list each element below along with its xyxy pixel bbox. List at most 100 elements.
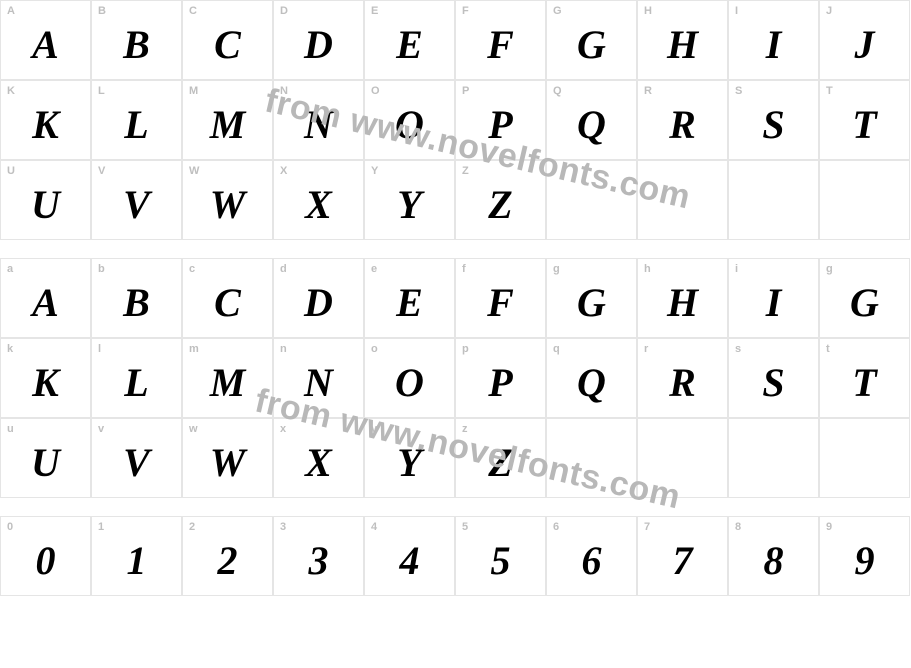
cell-label: C [189,5,197,17]
cell-glyph: 3 [274,541,363,581]
glyph-cell: fF [455,258,546,338]
cell-label: Y [371,165,378,177]
cell-glyph: M [183,105,272,145]
glyph-cell: 11 [91,516,182,596]
cell-label: D [280,5,288,17]
cell-glyph: G [547,25,636,65]
cell-label: N [280,85,288,97]
cell-glyph: K [1,105,90,145]
glyph-cell: NN [273,80,364,160]
glyph-cell: 66 [546,516,637,596]
cell-glyph: Y [365,185,454,225]
glyph-cell [819,160,910,240]
cell-glyph: L [92,105,181,145]
cell-glyph: Z [456,185,545,225]
cell-label: w [189,423,198,435]
cell-glyph: W [183,443,272,483]
cell-label: e [371,263,377,275]
cell-glyph: W [183,185,272,225]
cell-glyph: U [1,443,90,483]
cell-label: R [644,85,652,97]
glyph-cell: rR [637,338,728,418]
glyph-cell: iI [728,258,819,338]
cell-label: Q [553,85,562,97]
cell-label: i [735,263,738,275]
lowercase-grid: aAbBcCdDeEfFgGhHiIgGkKlLmMnNoOpPqQrRsStT… [0,258,911,498]
glyph-cell: oO [364,338,455,418]
glyph-cell: TT [819,80,910,160]
cell-glyph: C [183,283,272,323]
cell-label: P [462,85,469,97]
glyph-cell: mM [182,338,273,418]
cell-glyph: G [820,283,909,323]
cell-label: b [98,263,105,275]
glyph-cell: uU [0,418,91,498]
cell-glyph: C [183,25,272,65]
cell-glyph: A [1,283,90,323]
cell-label: S [735,85,742,97]
cell-glyph: 0 [1,541,90,581]
cell-glyph: 2 [183,541,272,581]
glyph-cell: HH [637,0,728,80]
cell-glyph: O [365,363,454,403]
glyph-cell: FF [455,0,546,80]
cell-label: y [371,423,377,435]
cell-glyph: B [92,25,181,65]
cell-glyph: U [1,185,90,225]
glyph-cell: ZZ [455,160,546,240]
cell-label: c [189,263,195,275]
glyph-cell: 44 [364,516,455,596]
cell-label: K [7,85,15,97]
cell-glyph: 1 [92,541,181,581]
cell-label: 3 [280,521,286,533]
cell-label: 8 [735,521,741,533]
cell-glyph: J [820,25,909,65]
cell-glyph: H [638,283,727,323]
cell-glyph: B [92,283,181,323]
glyph-cell: BB [91,0,182,80]
cell-glyph: L [92,363,181,403]
cell-label: X [280,165,287,177]
glyph-cell: OO [364,80,455,160]
cell-label: g [826,263,833,275]
cell-label: m [189,343,199,355]
glyph-cell [728,160,819,240]
cell-label: V [98,165,105,177]
cell-glyph: E [365,25,454,65]
cell-label: W [189,165,199,177]
cell-label: Z [462,165,469,177]
cell-label: O [371,85,380,97]
glyph-cell: yY [364,418,455,498]
cell-label: I [735,5,738,17]
glyph-cell [546,418,637,498]
cell-glyph: Y [365,443,454,483]
glyph-cell: 00 [0,516,91,596]
cell-label: v [98,423,104,435]
glyph-cell: 88 [728,516,819,596]
glyph-cell: II [728,0,819,80]
glyph-cell: 33 [273,516,364,596]
glyph-cell: CC [182,0,273,80]
glyph-cell: RR [637,80,728,160]
glyph-cell: 99 [819,516,910,596]
cell-glyph: T [820,363,909,403]
cell-glyph: X [274,443,363,483]
cell-label: 1 [98,521,104,533]
cell-label: E [371,5,378,17]
glyph-cell [546,160,637,240]
cell-glyph: S [729,105,818,145]
glyph-cell: YY [364,160,455,240]
digits-grid: 00112233445566778899 [0,516,911,596]
cell-glyph: O [365,105,454,145]
glyph-cell: dD [273,258,364,338]
cell-glyph: P [456,363,545,403]
cell-label: s [735,343,741,355]
cell-glyph: G [547,283,636,323]
cell-label: t [826,343,830,355]
cell-label: B [98,5,106,17]
cell-glyph: P [456,105,545,145]
glyph-cell: 22 [182,516,273,596]
cell-label: H [644,5,652,17]
cell-label: G [553,5,562,17]
cell-glyph: F [456,25,545,65]
